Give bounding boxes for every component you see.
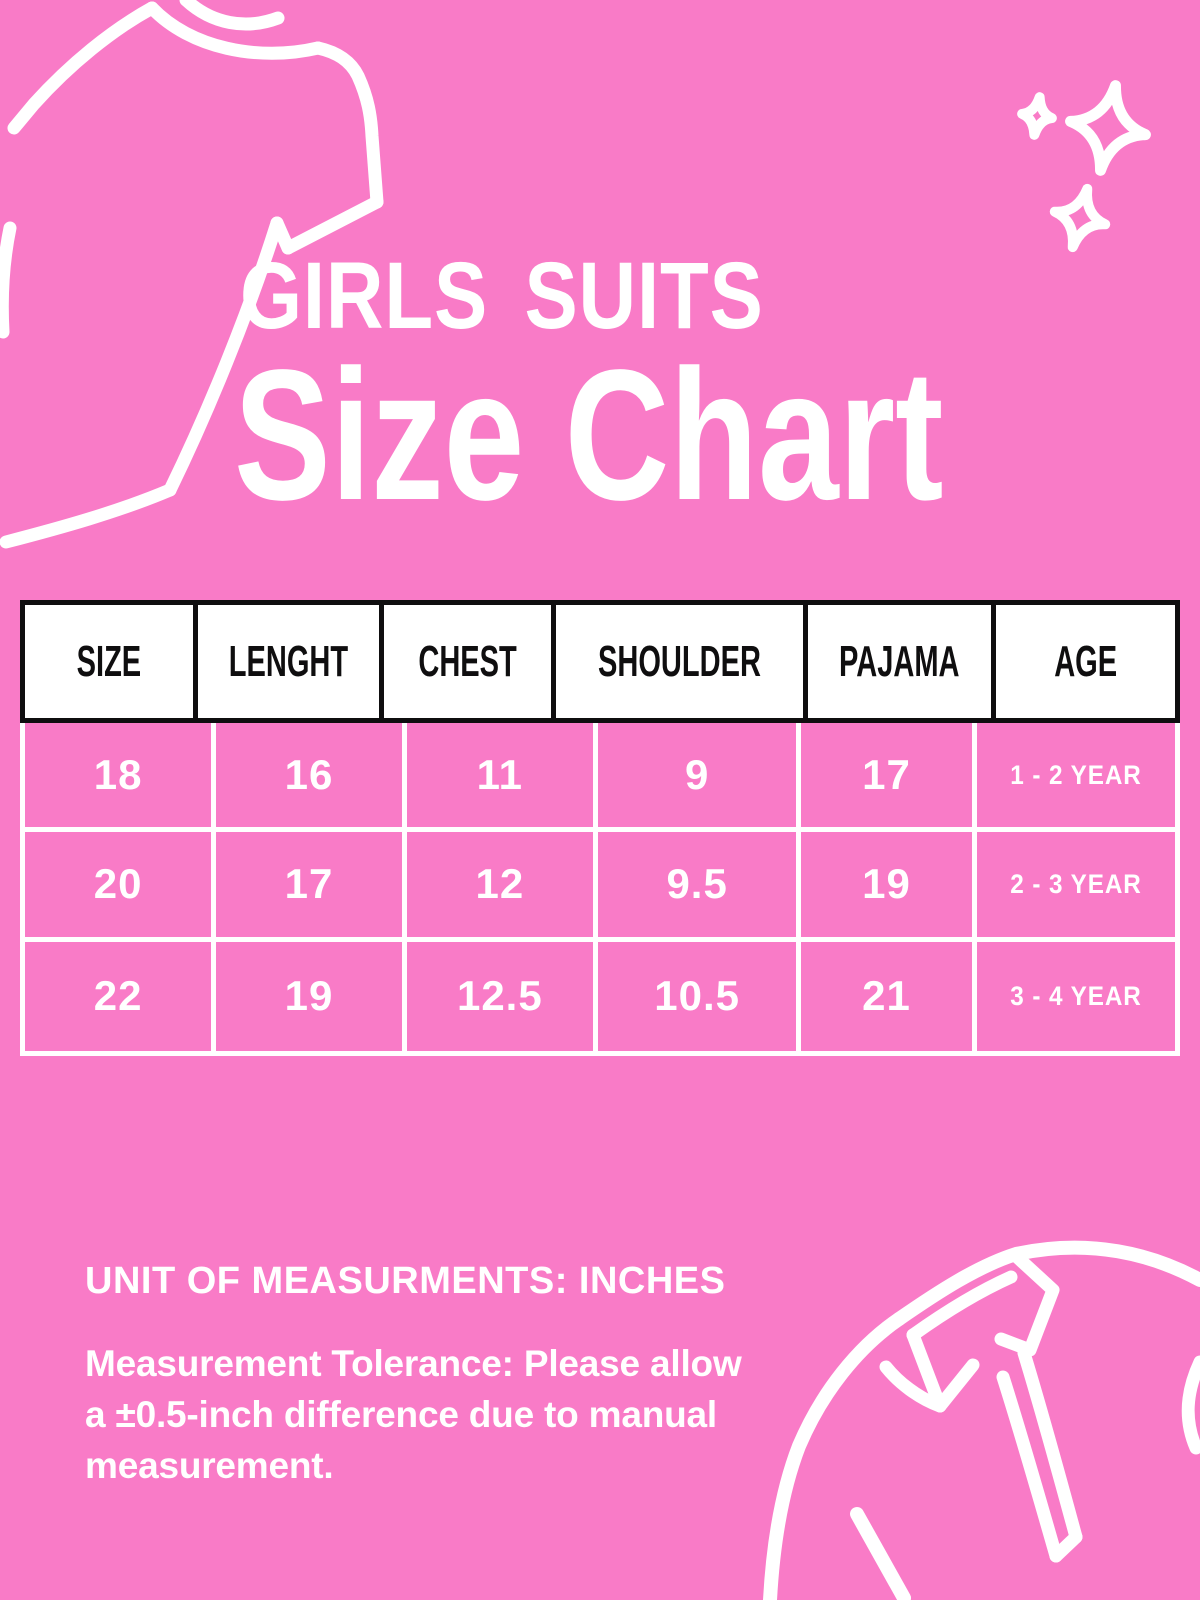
table-cell: 16 bbox=[216, 723, 407, 833]
footer-notes: UNIT OF MEASURMENTS: INCHES Measurement … bbox=[85, 1262, 805, 1491]
column-header-age: AGE bbox=[996, 605, 1175, 718]
category-label-text: GIRLS SUITS bbox=[240, 243, 764, 349]
table-cell-age: 1 - 2 YEAR bbox=[976, 723, 1175, 833]
table-cell: 9 bbox=[598, 723, 802, 833]
table-cell: 11 bbox=[406, 723, 599, 833]
column-header-pajama: PAJAMA bbox=[808, 605, 996, 718]
column-header-label: LENGHT bbox=[228, 636, 348, 686]
tolerance-note-line: measurement. bbox=[85, 1445, 334, 1486]
polo-shirt-outline-icon bbox=[763, 1240, 1200, 1600]
column-header-label: CHEST bbox=[418, 636, 517, 686]
age-range-label: 1 - 2 YEAR bbox=[1010, 759, 1142, 790]
column-header-shoulder: SHOULDER bbox=[556, 605, 809, 718]
table-cell-age: 2 - 3 YEAR bbox=[976, 832, 1175, 942]
tolerance-note: Measurement Tolerance: Please allow a ±0… bbox=[85, 1338, 805, 1491]
table-cell: 21 bbox=[801, 941, 977, 1051]
tolerance-note-line: Measurement Tolerance: Please allow bbox=[85, 1343, 742, 1384]
table-cell: 18 bbox=[25, 723, 217, 833]
age-range-label: 3 - 4 YEAR bbox=[1010, 980, 1142, 1011]
category-label: GIRLS SUITS bbox=[240, 249, 863, 344]
column-header-lenght: LENGHT bbox=[198, 605, 384, 718]
table-cell: 12.5 bbox=[407, 941, 599, 1051]
column-header-size: SIZE bbox=[25, 605, 198, 718]
tolerance-note-line: a ±0.5-inch difference due to manual bbox=[85, 1394, 717, 1435]
column-header-label: PAJAMA bbox=[839, 636, 960, 686]
table-cell: 12 bbox=[406, 832, 599, 942]
table-cell-age: 3 - 4 YEAR bbox=[977, 942, 1175, 1051]
page-title-text: Size Chart bbox=[234, 332, 944, 539]
table-cell: 17 bbox=[216, 832, 407, 942]
table-cell: 19 bbox=[216, 941, 407, 1051]
column-header-label: AGE bbox=[1053, 636, 1117, 686]
column-header-chest: CHEST bbox=[384, 605, 557, 718]
table-cell: 19 bbox=[801, 832, 977, 942]
table-cell: 9.5 bbox=[598, 832, 802, 942]
size-table-body: 18 16 11 9 17 1 - 2 YEAR 20 17 12 9.5 19… bbox=[20, 723, 1180, 1056]
age-range-label: 2 - 3 YEAR bbox=[1010, 868, 1142, 899]
column-header-label: SHOULDER bbox=[598, 636, 762, 686]
unit-note: UNIT OF MEASURMENTS: INCHES bbox=[85, 1260, 726, 1302]
sparkles-icon bbox=[1017, 80, 1151, 253]
table-cell: 17 bbox=[801, 723, 977, 833]
size-table-header: SIZE LENGHT CHEST SHOULDER PAJAMA AGE bbox=[20, 600, 1180, 723]
page-title: Size Chart bbox=[234, 343, 1144, 529]
column-header-label: SIZE bbox=[76, 636, 142, 686]
table-cell: 22 bbox=[25, 941, 217, 1051]
table-cell: 20 bbox=[25, 832, 217, 942]
table-cell: 10.5 bbox=[598, 941, 802, 1051]
